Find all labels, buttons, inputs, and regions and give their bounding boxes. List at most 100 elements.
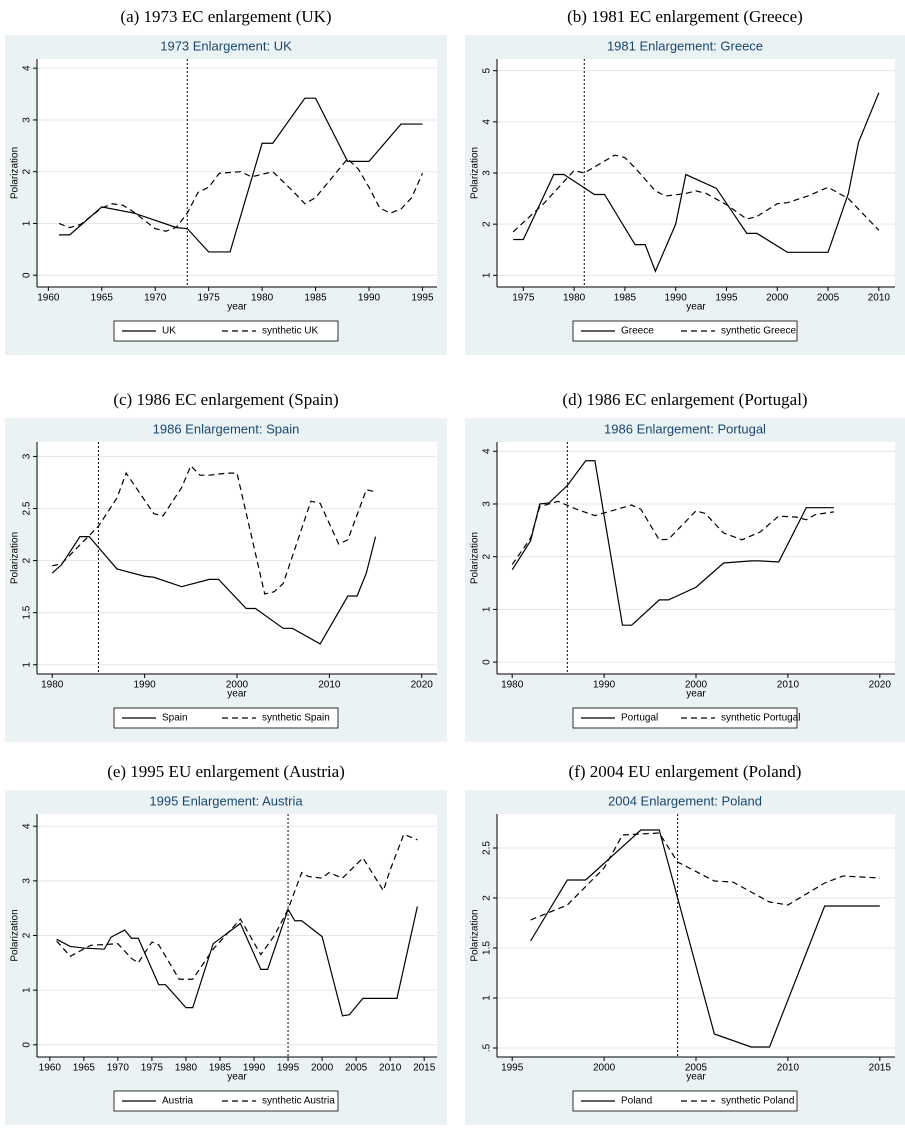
x-tick-label: 1980 (501, 680, 524, 691)
plot-area (37, 442, 437, 674)
x-tick-label: 1970 (107, 1063, 130, 1074)
chart-title: 1986 Enlargement: Portugal (604, 421, 766, 436)
y-axis-label: Polarization (470, 909, 481, 961)
x-tick-label: 2000 (311, 1063, 334, 1074)
panel: (b) 1981 EC enlargement (Greece) 1981 Enl… (465, 7, 905, 355)
y-tick-label: 1 (22, 662, 33, 668)
y-tick-label: 3 (22, 878, 33, 884)
legend-label: synthetic UK (262, 326, 318, 337)
y-tick-label: 3 (482, 501, 493, 507)
plot-area (497, 442, 895, 674)
series-line (530, 832, 880, 921)
y-tick-label: 4 (22, 823, 33, 829)
caption: (b) 1981 EC enlargement (Greece) (567, 7, 803, 26)
x-tick-label: 2010 (777, 680, 800, 691)
x-axis-label: year (227, 302, 247, 313)
y-tick-label: 4 (482, 448, 493, 454)
x-tick-label: 1995 (715, 293, 738, 304)
y-tick-label: 1.5 (22, 605, 33, 619)
x-tick-label: 2000 (593, 1063, 616, 1074)
caption: (c) 1986 EC enlargement (Spain) (113, 390, 338, 409)
plot-area (497, 814, 895, 1057)
y-tick-label: 2 (482, 553, 493, 559)
x-tick-label: 2015 (413, 1063, 436, 1074)
caption: (d) 1986 EC enlargement (Portugal) (562, 390, 807, 409)
legend-label: synthetic Austria (262, 1096, 335, 1107)
series-line (512, 154, 880, 233)
x-axis-label: year (227, 1072, 247, 1083)
panel: (a) 1973 EC enlargement (UK) 1973 Enlarge… (5, 7, 447, 355)
y-tick-label: 2.5 (22, 501, 33, 515)
y-tick-label: 1 (22, 220, 33, 226)
x-tick-label: 1975 (512, 293, 535, 304)
caption: (e) 1995 EU enlargement (Austria) (107, 762, 345, 781)
y-axis-label: Polarization (470, 532, 481, 584)
y-tick-label: 2 (22, 168, 33, 174)
x-tick-label: 1990 (243, 1063, 266, 1074)
x-tick-label: 2010 (777, 1063, 800, 1074)
x-tick-label: 2000 (226, 680, 249, 691)
legend-label: synthetic Spain (262, 713, 330, 724)
y-tick-label: 2 (482, 895, 493, 901)
x-tick-label: 2020 (869, 680, 892, 691)
x-tick-label: 2005 (345, 1063, 368, 1074)
legend-label: synthetic Portugal (721, 713, 801, 724)
panel: (c) 1986 EC enlargement (Spain) 1986 Enla… (5, 390, 447, 742)
x-tick-label: 2010 (868, 293, 891, 304)
x-tick-label: 1990 (133, 680, 156, 691)
legend-label: synthetic Poland (721, 1096, 794, 1107)
x-tick-label: 1990 (665, 293, 688, 304)
y-tick-label: 0 (482, 659, 493, 665)
legend-label: Austria (162, 1096, 194, 1107)
y-tick-label: 1 (482, 272, 493, 278)
y-tick-label: .5 (482, 1043, 493, 1052)
y-tick-label: 3 (22, 453, 33, 459)
x-tick-label: 1990 (593, 680, 616, 691)
x-tick-label: 1960 (37, 293, 60, 304)
series-line (511, 500, 834, 565)
x-tick-label: 1985 (209, 1063, 232, 1074)
y-axis-label: Polarization (10, 909, 21, 961)
series-line (530, 829, 880, 1048)
x-tick-label: 2000 (766, 293, 789, 304)
series-line (52, 464, 376, 595)
x-axis-label: year (686, 689, 706, 700)
legend-label: Greece (621, 326, 654, 337)
y-tick-label: 3 (482, 170, 493, 176)
x-tick-label: 1975 (141, 1063, 164, 1074)
x-tick-label: 2010 (379, 1063, 402, 1074)
x-tick-label: 1985 (614, 293, 637, 304)
x-tick-label: 1965 (91, 293, 114, 304)
y-tick-label: 1 (482, 606, 493, 612)
y-tick-label: 3 (22, 117, 33, 123)
y-tick-label: 1 (22, 987, 33, 993)
x-tick-label: 1980 (41, 680, 64, 691)
chart-title: 1995 Enlargement: Austria (149, 793, 303, 808)
y-tick-label: 2 (482, 221, 493, 227)
series-line (513, 92, 880, 273)
x-tick-label: 1980 (563, 293, 586, 304)
y-tick-label: 0 (22, 1042, 33, 1048)
x-tick-label: 1995 (411, 293, 434, 304)
x-tick-label: 1995 (501, 1063, 524, 1074)
y-tick-label: 0 (22, 272, 33, 278)
legend-label: synthetic Greece (721, 326, 796, 337)
panel: (d) 1986 EC enlargement (Portugal) 1986 E… (465, 390, 905, 742)
x-tick-label: 2000 (685, 680, 708, 691)
x-axis-label: year (686, 1072, 706, 1083)
legend-label: Poland (621, 1096, 652, 1107)
legend-label: Spain (162, 713, 188, 724)
x-tick-label: 1980 (251, 293, 274, 304)
x-tick-label: 2015 (869, 1063, 892, 1074)
x-tick-label: 1980 (175, 1063, 198, 1074)
panel: (e) 1995 EU enlargement (Austria) 1995 En… (5, 762, 447, 1125)
x-tick-label: 1985 (304, 293, 327, 304)
y-tick-label: 5 (482, 67, 493, 73)
y-axis-label: Polarization (10, 532, 21, 584)
y-tick-label: 1 (482, 995, 493, 1001)
x-tick-label: 1960 (39, 1063, 62, 1074)
y-tick-label: 4 (22, 65, 33, 71)
y-tick-label: 4 (482, 119, 493, 125)
series-line (59, 97, 423, 253)
x-tick-label: 1965 (73, 1063, 96, 1074)
